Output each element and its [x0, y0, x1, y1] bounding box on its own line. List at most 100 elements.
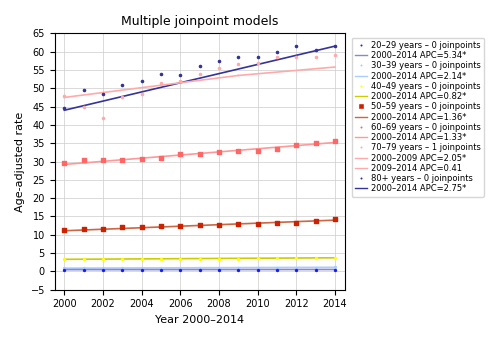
Point: [273, 265, 281, 270]
Point: [99, 226, 107, 232]
Point: [273, 267, 281, 272]
Point: [60, 228, 68, 233]
Point: [157, 80, 165, 85]
Point: [157, 267, 165, 272]
Point: [196, 152, 203, 157]
Point: [234, 265, 242, 270]
Point: [176, 267, 184, 272]
Point: [292, 220, 300, 226]
Point: [273, 49, 281, 54]
Point: [138, 78, 145, 84]
Point: [254, 221, 262, 227]
Point: [60, 266, 68, 271]
Point: [312, 54, 320, 60]
Point: [196, 71, 203, 76]
X-axis label: Year 2000–2014: Year 2000–2014: [155, 315, 244, 325]
Point: [99, 257, 107, 262]
Point: [254, 265, 262, 270]
Point: [118, 82, 126, 87]
Point: [215, 265, 223, 270]
Point: [99, 267, 107, 272]
Point: [80, 104, 88, 109]
Point: [273, 54, 281, 60]
Point: [196, 265, 203, 271]
Point: [176, 265, 184, 271]
Point: [312, 265, 320, 270]
Point: [234, 256, 242, 261]
Point: [215, 58, 223, 64]
Point: [176, 256, 184, 261]
Point: [215, 222, 223, 227]
Point: [80, 157, 88, 163]
Point: [80, 257, 88, 262]
Point: [118, 256, 126, 262]
Point: [157, 71, 165, 76]
Point: [99, 157, 107, 163]
Point: [331, 217, 339, 222]
Point: [273, 146, 281, 151]
Point: [157, 265, 165, 271]
Point: [138, 91, 145, 97]
Title: Multiple joinpoint models: Multiple joinpoint models: [121, 15, 278, 28]
Point: [331, 265, 339, 270]
Point: [118, 95, 126, 100]
Point: [234, 62, 242, 67]
Point: [176, 223, 184, 229]
Point: [292, 142, 300, 148]
Point: [312, 47, 320, 53]
Point: [234, 54, 242, 60]
Point: [196, 267, 203, 272]
Point: [254, 267, 262, 272]
Point: [118, 266, 126, 271]
Point: [99, 266, 107, 271]
Point: [196, 256, 203, 261]
Point: [234, 221, 242, 226]
Point: [80, 87, 88, 93]
Point: [60, 160, 68, 166]
Point: [99, 91, 107, 97]
Point: [176, 73, 184, 78]
Point: [273, 220, 281, 226]
Point: [196, 223, 203, 228]
Point: [273, 256, 281, 261]
Point: [80, 267, 88, 272]
Point: [138, 267, 145, 272]
Point: [292, 255, 300, 261]
Point: [157, 155, 165, 160]
Point: [292, 265, 300, 270]
Point: [312, 140, 320, 146]
Point: [196, 64, 203, 69]
Point: [118, 157, 126, 163]
Point: [254, 60, 262, 65]
Point: [60, 93, 68, 98]
Point: [118, 225, 126, 230]
Point: [80, 226, 88, 231]
Point: [138, 225, 145, 230]
Point: [215, 267, 223, 272]
Point: [331, 267, 339, 272]
Point: [138, 266, 145, 271]
Point: [99, 115, 107, 120]
Point: [331, 44, 339, 49]
Point: [292, 54, 300, 60]
Point: [138, 256, 145, 262]
Point: [254, 54, 262, 60]
Point: [138, 156, 145, 161]
Point: [60, 267, 68, 272]
Point: [312, 218, 320, 224]
Point: [331, 139, 339, 144]
Point: [176, 78, 184, 84]
Point: [157, 224, 165, 229]
Point: [292, 267, 300, 272]
Point: [292, 44, 300, 49]
Point: [312, 267, 320, 272]
Point: [215, 65, 223, 71]
Point: [234, 148, 242, 153]
Point: [215, 256, 223, 261]
Point: [331, 53, 339, 58]
Point: [80, 266, 88, 271]
Point: [60, 257, 68, 262]
Y-axis label: Age-adjusted rate: Age-adjusted rate: [15, 112, 25, 212]
Point: [331, 255, 339, 260]
Point: [254, 256, 262, 261]
